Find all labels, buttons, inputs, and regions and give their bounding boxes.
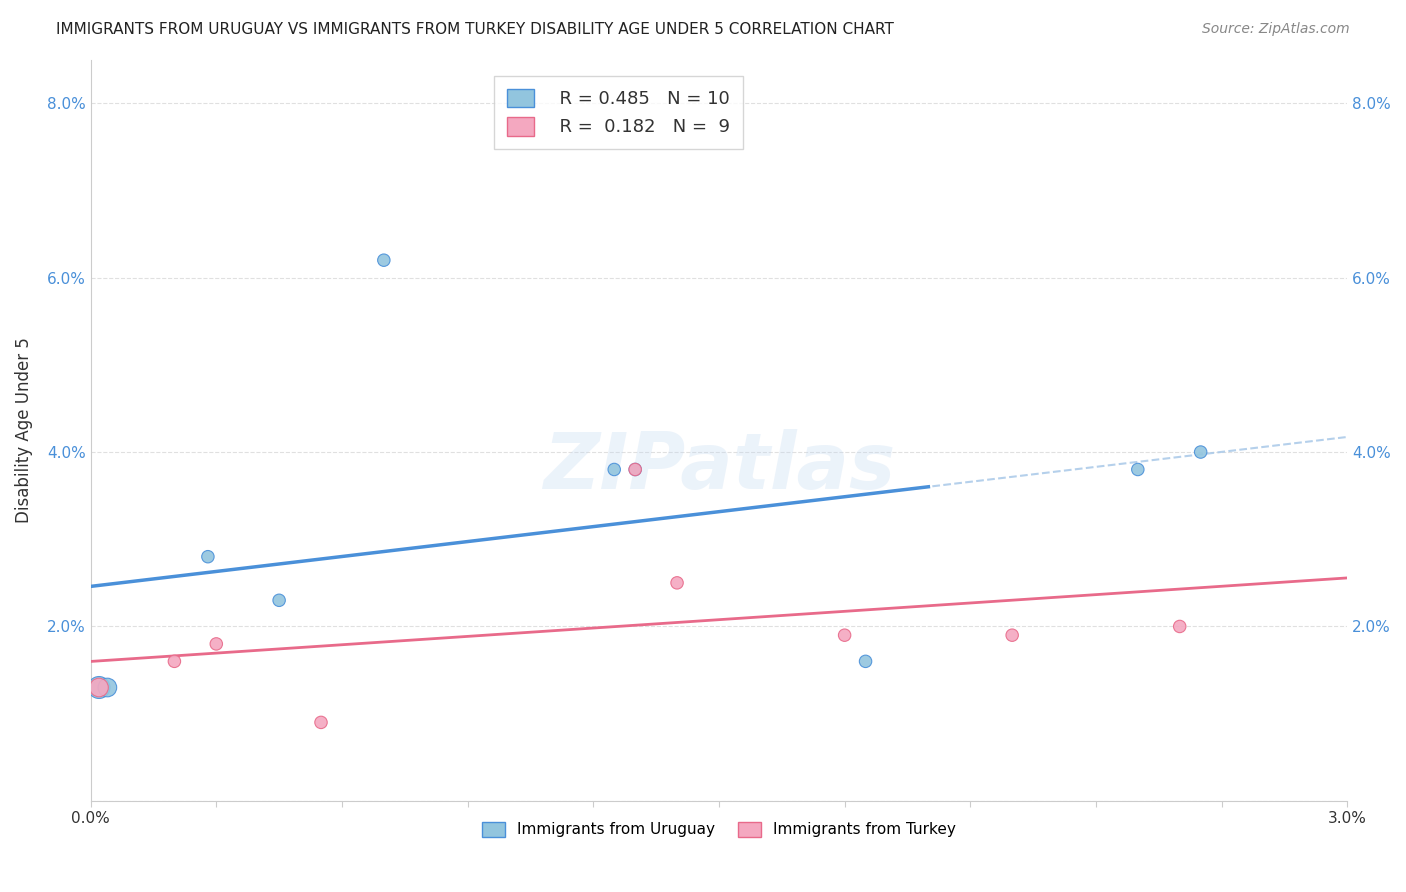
Point bbox=[855, 654, 877, 668]
Point bbox=[1126, 462, 1149, 476]
Point bbox=[269, 593, 291, 607]
Point bbox=[87, 681, 110, 695]
Text: Source: ZipAtlas.com: Source: ZipAtlas.com bbox=[1202, 22, 1350, 37]
Point bbox=[87, 681, 110, 695]
Point bbox=[1168, 619, 1191, 633]
Point bbox=[197, 549, 219, 564]
Point bbox=[373, 253, 395, 268]
Point bbox=[834, 628, 856, 642]
Point bbox=[309, 715, 332, 730]
Point bbox=[624, 462, 647, 476]
Point bbox=[96, 681, 118, 695]
Point bbox=[1189, 445, 1212, 459]
Point bbox=[666, 575, 689, 590]
Point bbox=[624, 462, 647, 476]
Point bbox=[205, 637, 228, 651]
Text: ZIPatlas: ZIPatlas bbox=[543, 429, 896, 505]
Y-axis label: Disability Age Under 5: Disability Age Under 5 bbox=[15, 337, 32, 524]
Point bbox=[1001, 628, 1024, 642]
Text: IMMIGRANTS FROM URUGUAY VS IMMIGRANTS FROM TURKEY DISABILITY AGE UNDER 5 CORRELA: IMMIGRANTS FROM URUGUAY VS IMMIGRANTS FR… bbox=[56, 22, 894, 37]
Point bbox=[603, 462, 626, 476]
Point bbox=[163, 654, 186, 668]
Legend: Immigrants from Uruguay, Immigrants from Turkey: Immigrants from Uruguay, Immigrants from… bbox=[474, 814, 963, 845]
